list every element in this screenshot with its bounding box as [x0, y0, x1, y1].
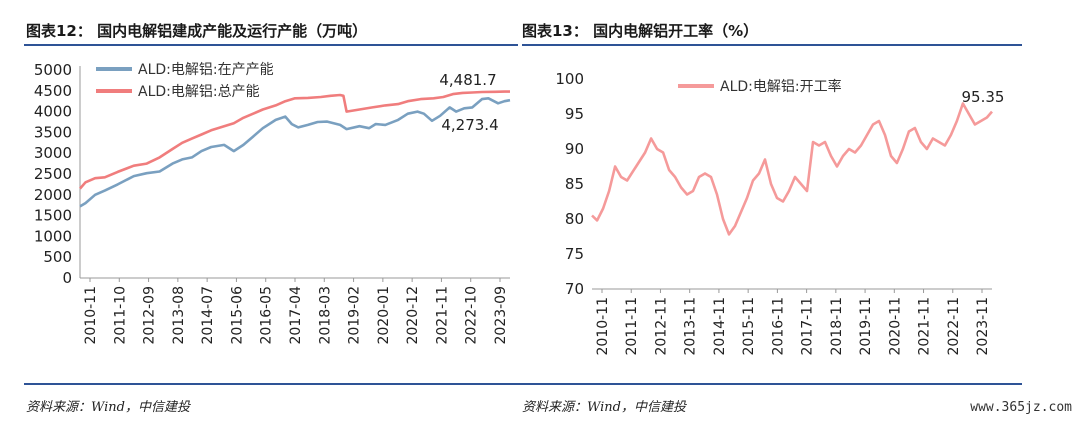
y-tick-label: 1500	[34, 207, 72, 225]
legend-label: ALD:电解铝:总产能	[138, 84, 260, 100]
right-source-note: 资料来源：Wind，中信建投	[522, 400, 686, 415]
data-label: 95.35	[962, 88, 1005, 106]
x-tick-label: 2020-12	[405, 286, 421, 345]
right-chart-title: 图表13： 国内电解铝开工率（%）	[522, 22, 759, 40]
x-tick-label: 2019-11	[858, 297, 874, 356]
left-chart-title: 图表12： 国内电解铝建成产能及运行产能（万吨）	[26, 22, 368, 40]
x-tick-label: 2017-04	[288, 286, 304, 345]
y-tick-label: 1000	[34, 227, 72, 245]
x-tick-label: 2013-11	[683, 297, 699, 356]
x-tick-label: 2022-10	[464, 286, 480, 345]
x-tick-label: 2016-11	[770, 297, 786, 356]
x-tick-label: 2021-11	[917, 297, 933, 356]
x-tick-label: 2011-10	[112, 286, 128, 345]
y-tick-label: 4500	[34, 82, 72, 100]
utilization-chart: 70 75 80 85 90 95 100 2010-11 2011-11 2012-11 2013…	[555, 70, 1005, 356]
x-tick-label: 2016-05	[259, 286, 275, 345]
x-tick-label: 2014-07	[200, 286, 216, 345]
y-tick-label: 80	[565, 210, 584, 228]
y-tick-label: 90	[565, 140, 584, 158]
legend-label: ALD:电解铝:开工率	[720, 78, 842, 95]
x-tick-label: 2019-02	[347, 286, 363, 345]
x-tick-label: 2012-11	[653, 297, 669, 356]
x-tick-label: 2023-09	[493, 286, 509, 345]
footer-rule	[24, 383, 1022, 385]
y-tick-label: 0	[62, 269, 72, 287]
y-tick-label: 85	[565, 175, 584, 193]
y-tick-label: 5000	[34, 61, 72, 79]
x-tick-label: 2018-03	[317, 286, 333, 345]
y-tick-label: 2500	[34, 165, 72, 183]
x-tick-label: 2015-11	[741, 297, 757, 356]
x-tick-label: 2010-11	[595, 297, 611, 356]
y-tick-label: 100	[555, 70, 584, 88]
right-title-rule	[522, 44, 1022, 46]
x-tick-label: 2023-11	[975, 297, 991, 356]
left-title-rule	[24, 44, 518, 46]
series-line-2	[79, 90, 510, 190]
y-tick-label: 75	[565, 245, 584, 263]
data-label: 4,273.4	[441, 116, 498, 134]
legend-label: ALD:电解铝:在产产能	[138, 62, 274, 78]
x-tick-label: 2018-11	[829, 297, 845, 356]
y-tick-label: 4000	[34, 103, 72, 121]
x-tick-label: 2012-09	[142, 286, 158, 345]
y-tick-label: 500	[43, 248, 72, 266]
y-tick-label: 3500	[34, 123, 72, 141]
x-tick-label: 2021-11	[434, 286, 450, 345]
watermark: www.365jz.com	[970, 400, 1072, 415]
x-tick-label: 2017-11	[800, 297, 816, 356]
x-tick-label: 2014-11	[712, 297, 728, 356]
x-tick-label: 2020-01	[376, 286, 392, 345]
data-label: 4,481.7	[439, 71, 496, 89]
series-line-1	[79, 96, 511, 208]
x-tick-label: 2022-11	[946, 297, 962, 356]
y-tick-label: 2000	[34, 186, 72, 204]
x-tick-label: 2015-06	[229, 286, 245, 345]
left-source-note: 资料来源：Wind，中信建投	[26, 400, 190, 415]
x-tick-label: 2020-11	[887, 297, 903, 356]
x-tick-label: 2011-11	[624, 297, 640, 356]
capacity-chart: 0 500 1000 1500 2000 2500 3000 3500 4000 4500 5000…	[34, 61, 511, 345]
y-tick-label: 95	[565, 105, 584, 123]
y-tick-label: 70	[565, 280, 584, 298]
y-tick-label: 3000	[34, 144, 72, 162]
x-tick-label: 2013-08	[171, 286, 187, 345]
series-line-1	[591, 102, 993, 236]
x-tick-label: 2010-11	[83, 286, 99, 345]
